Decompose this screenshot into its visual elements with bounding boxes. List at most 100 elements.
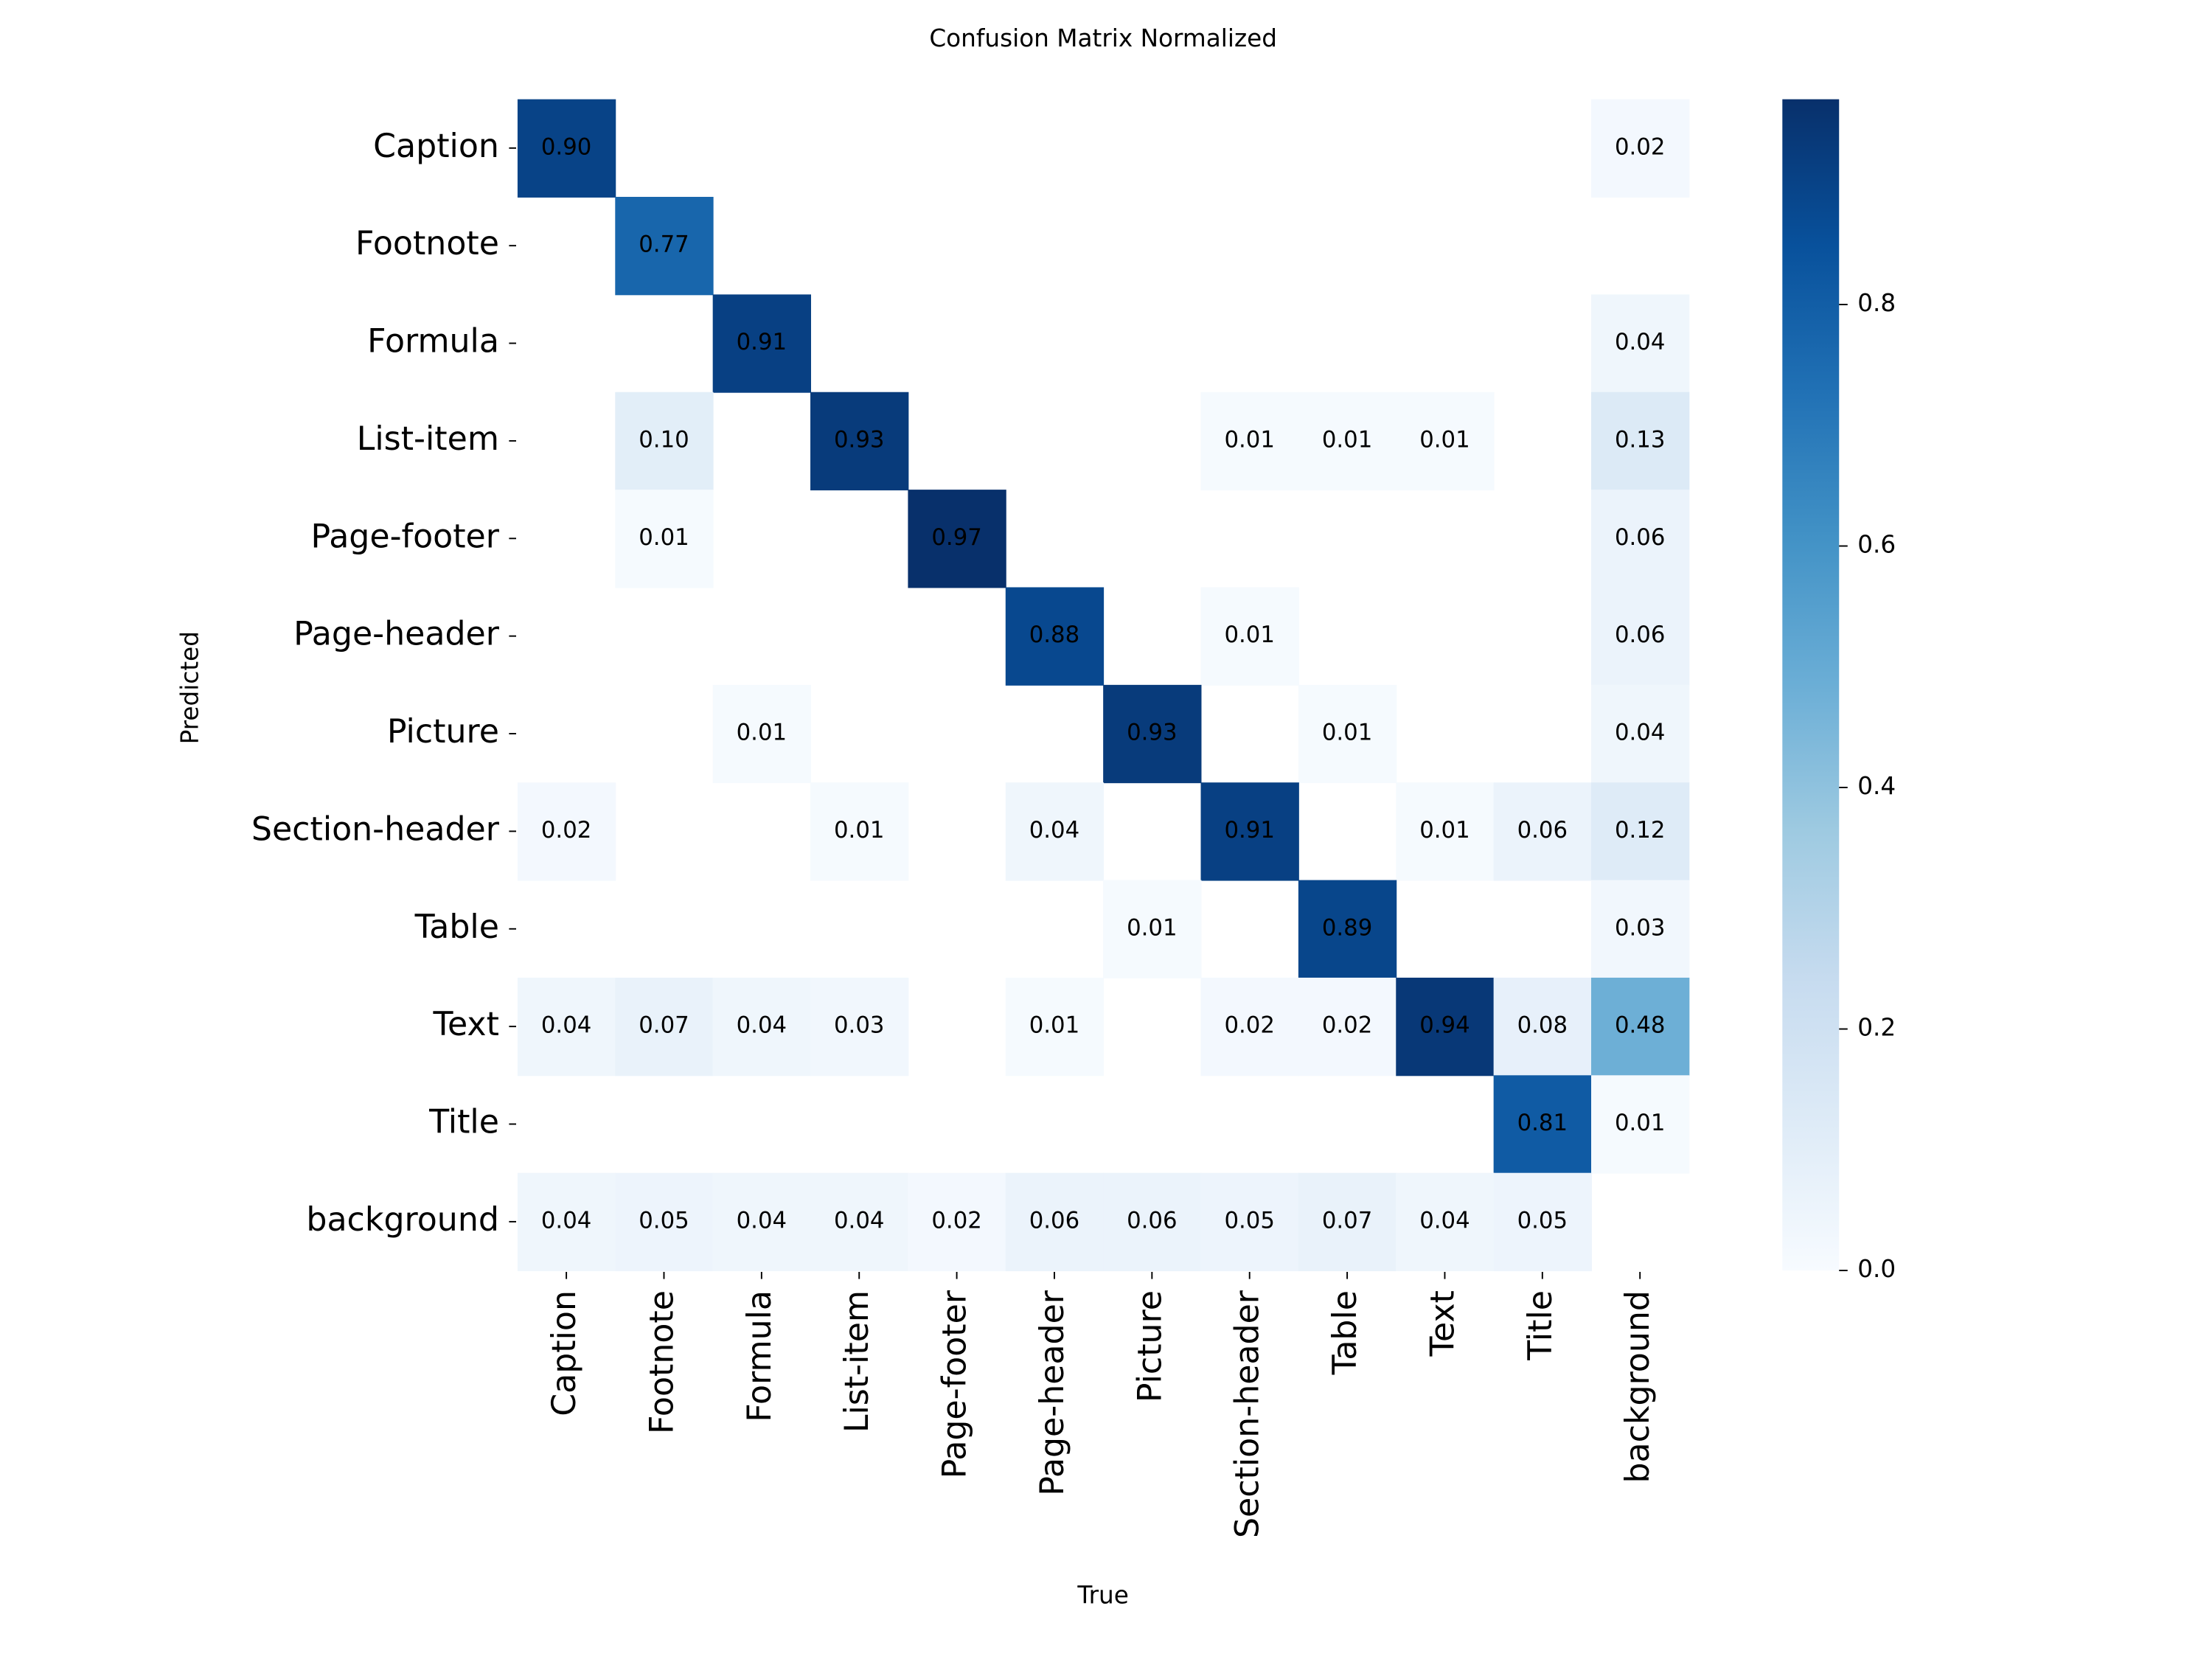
- cell-label: 0.02: [931, 1207, 981, 1234]
- colorbar-tick-label: 0.0: [1857, 1255, 1896, 1283]
- y-tick-label: List-item: [357, 420, 499, 458]
- x-tick-label: Formula: [741, 1290, 779, 1422]
- cell-label: 0.02: [1224, 1012, 1274, 1039]
- cell-label: 0.06: [1517, 817, 1568, 844]
- y-tick-label: Caption: [373, 128, 499, 165]
- heatmap-cell: [1396, 392, 1495, 491]
- heatmap-cell: [1103, 880, 1202, 978]
- y-axis-label: Predicted: [176, 631, 204, 744]
- heatmap-cell: [517, 782, 616, 881]
- heatmap-cell: [1103, 684, 1202, 784]
- y-tick-label: Page-header: [293, 616, 500, 653]
- cell-label: 0.02: [1615, 133, 1665, 160]
- heatmap-cell: [1591, 1075, 1690, 1174]
- heatmap-cell: [1298, 1172, 1397, 1272]
- heatmap-cell: [1103, 1172, 1202, 1272]
- cell-label: 0.04: [737, 1012, 787, 1039]
- heatmap-cell: [1005, 1172, 1105, 1272]
- cell-label: 0.01: [1322, 720, 1372, 746]
- heatmap-cell: [712, 294, 811, 393]
- cell-label: 0.04: [1615, 329, 1665, 355]
- cell-label: 0.48: [1615, 1012, 1665, 1039]
- cell-label: 0.89: [1322, 914, 1372, 941]
- heatmap-cell: [1591, 99, 1690, 198]
- cell-label: 0.05: [1224, 1207, 1274, 1234]
- y-tick-label: Table: [414, 908, 499, 946]
- heatmap-cell: [1591, 880, 1690, 978]
- heatmap-cell: [1005, 977, 1105, 1077]
- heatmap-cell: [1298, 977, 1397, 1077]
- colorbar: [1782, 99, 1840, 1271]
- y-tick-label: Section-header: [251, 810, 500, 848]
- heatmap-cell: [810, 977, 909, 1077]
- cell-label: 0.03: [834, 1012, 884, 1039]
- heatmap-cell: [1591, 684, 1690, 784]
- cell-label: 0.97: [931, 524, 981, 551]
- heatmap-cell: [810, 1172, 909, 1272]
- heatmap-cell: [517, 977, 616, 1077]
- cell-label: 0.06: [1615, 622, 1665, 648]
- cell-label: 0.04: [1419, 1207, 1470, 1234]
- y-tick-label: Title: [428, 1104, 499, 1141]
- x-tick-label: background: [1619, 1290, 1657, 1484]
- x-tick-label: Table: [1326, 1290, 1364, 1375]
- heatmap-cell: [1591, 490, 1690, 588]
- cell-label: 0.94: [1419, 1012, 1470, 1039]
- heatmap-cell: [1493, 782, 1592, 881]
- heatmap-cell: [712, 1172, 811, 1272]
- x-tick-label: Page-header: [1034, 1290, 1071, 1496]
- heatmap-cell: [1396, 782, 1495, 881]
- heatmap-cell: [1396, 1172, 1495, 1272]
- colorbar-tick-label: 0.2: [1857, 1014, 1896, 1042]
- cell-label: 0.01: [1322, 426, 1372, 453]
- heatmap-cell: [1200, 782, 1299, 881]
- cell-label: 0.91: [737, 329, 787, 355]
- cell-label: 0.04: [1029, 817, 1079, 844]
- heatmap-cell: [810, 782, 909, 881]
- y-tick-label: Page-footer: [311, 518, 500, 555]
- colorbar-tick-label: 0.4: [1857, 772, 1896, 800]
- cell-label: 0.01: [1615, 1110, 1665, 1136]
- x-tick-label: List-item: [838, 1290, 876, 1433]
- cell-label: 0.01: [1224, 622, 1274, 648]
- heatmap-cell: [1493, 1172, 1592, 1272]
- heatmap-cell: [1005, 782, 1105, 881]
- cell-label: 0.04: [1615, 720, 1665, 746]
- x-tick-label: Text: [1424, 1290, 1461, 1357]
- y-tick-label: Picture: [387, 713, 499, 751]
- cell-label: 0.07: [639, 1012, 689, 1039]
- cell-label: 0.10: [639, 426, 689, 453]
- cell-label: 0.93: [1127, 720, 1177, 746]
- y-tick-label: Footnote: [355, 225, 499, 262]
- chart-title: Confusion Matrix Normalized: [929, 24, 1277, 52]
- cell-label: 0.07: [1322, 1207, 1372, 1234]
- cell-label: 0.01: [737, 720, 787, 746]
- cell-label: 0.05: [1517, 1207, 1568, 1234]
- cell-label: 0.81: [1517, 1110, 1568, 1136]
- y-tick-label: background: [306, 1201, 499, 1239]
- heatmap-cell: [1591, 392, 1690, 491]
- heatmap-cell: [615, 196, 714, 296]
- heatmap-cell: [712, 684, 811, 784]
- x-tick-label: Title: [1522, 1290, 1559, 1361]
- cell-label: 0.01: [1127, 914, 1177, 941]
- heatmap-cell: [615, 1172, 714, 1272]
- heatmap-cell: [712, 977, 811, 1077]
- cell-label: 0.01: [1419, 426, 1470, 453]
- heatmap-cell: [908, 490, 1006, 588]
- heatmap-cell: [908, 1172, 1006, 1272]
- cell-label: 0.06: [1127, 1207, 1177, 1234]
- heatmap-cell: [1200, 1172, 1299, 1272]
- colorbar-tick-label: 0.6: [1857, 531, 1896, 559]
- cell-label: 0.04: [834, 1207, 884, 1234]
- cell-label: 0.01: [1419, 817, 1470, 844]
- cell-label: 0.01: [1224, 426, 1274, 453]
- cell-label: 0.13: [1615, 426, 1665, 453]
- heatmap-cell: [1005, 587, 1105, 686]
- y-tick-label: Text: [432, 1006, 498, 1043]
- cell-label: 0.08: [1517, 1012, 1568, 1039]
- cell-label: 0.01: [639, 524, 689, 551]
- heatmap-cell: [1591, 294, 1690, 393]
- x-tick-label: Page-footer: [936, 1290, 974, 1478]
